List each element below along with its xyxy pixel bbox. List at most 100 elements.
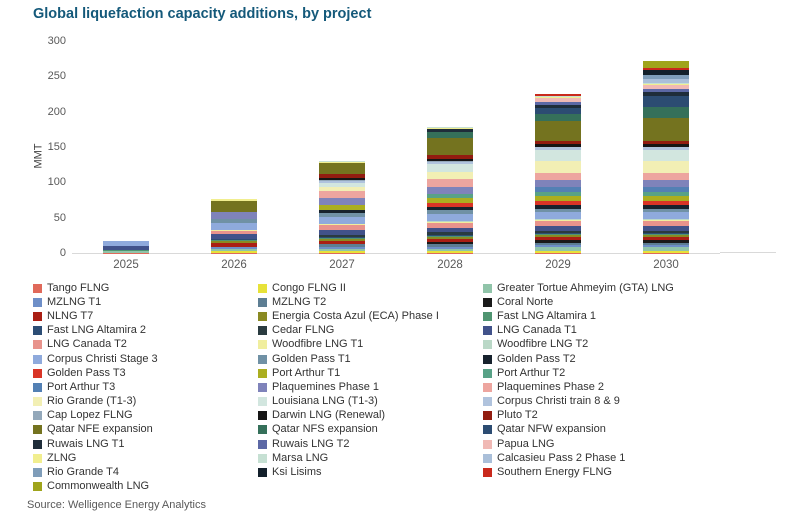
legend-label: Ksi Lisims bbox=[272, 466, 322, 479]
legend-item: Coral Norte bbox=[483, 296, 785, 309]
bar-segment bbox=[427, 250, 473, 253]
bar-segment bbox=[427, 222, 473, 228]
legend-item: Energia Costa Azul (ECA) Phase I bbox=[258, 310, 483, 323]
legend-swatch-icon bbox=[483, 368, 492, 378]
bar-column-2025 bbox=[72, 41, 180, 253]
bar-segment bbox=[427, 221, 473, 222]
bar-segment bbox=[535, 232, 581, 234]
x-axis-label: 2030 bbox=[653, 259, 679, 271]
legend-label: Cap Lopez FLNG bbox=[47, 409, 133, 422]
bar-segment bbox=[535, 161, 581, 173]
bar-segment bbox=[643, 187, 689, 192]
bar-segment bbox=[427, 179, 473, 187]
legend-swatch-icon bbox=[258, 397, 267, 407]
bar-segment bbox=[103, 241, 149, 247]
bar-segment bbox=[427, 246, 473, 250]
bar-segment bbox=[211, 223, 257, 231]
legend-swatch-icon bbox=[258, 311, 267, 321]
legend-label: LNG Canada T1 bbox=[497, 324, 577, 337]
bar-segment bbox=[427, 244, 473, 247]
legend-label: Woodfibre LNG T1 bbox=[272, 338, 364, 351]
bar-segment bbox=[535, 196, 581, 202]
legend-label: Calcasieu Pass 2 Phase 1 bbox=[497, 451, 626, 464]
bar-segment bbox=[535, 101, 581, 105]
bar-segment bbox=[643, 204, 689, 209]
bar-segment bbox=[535, 97, 581, 102]
bar-segment bbox=[643, 69, 689, 76]
legend-item: Woodfibre LNG T2 bbox=[483, 338, 785, 351]
legend-label: Ruwais LNG T1 bbox=[47, 437, 125, 450]
bar-segment bbox=[427, 138, 473, 155]
page-title: Global liquefaction capacity additions, … bbox=[33, 6, 372, 22]
legend-label: Qatar NFS expansion bbox=[272, 423, 378, 436]
legend-label: Southern Energy FLNG bbox=[497, 466, 612, 479]
legend-swatch-icon bbox=[33, 453, 42, 463]
legend-item: Qatar NFE expansion bbox=[33, 423, 258, 436]
bar-segment bbox=[319, 190, 365, 199]
legend-swatch-icon bbox=[33, 297, 42, 307]
bar-segment bbox=[319, 249, 365, 251]
legend-item: ZLNG bbox=[33, 452, 258, 465]
legend-swatch-icon bbox=[258, 468, 267, 478]
y-tick-label: 250 bbox=[47, 70, 66, 83]
bar-segment bbox=[535, 240, 581, 243]
bar-segment bbox=[643, 84, 689, 89]
bar-segment bbox=[211, 243, 257, 247]
bar-segment bbox=[535, 220, 581, 226]
bar-segment bbox=[211, 230, 257, 235]
x-axis-label: 2029 bbox=[545, 259, 571, 271]
bar-segment bbox=[535, 187, 581, 192]
legend-swatch-icon bbox=[33, 439, 42, 449]
bar-segment bbox=[643, 149, 689, 162]
legend-item: Golden Pass T3 bbox=[33, 367, 258, 380]
legend-swatch-icon bbox=[483, 283, 492, 293]
y-tick-label: 100 bbox=[47, 176, 66, 189]
bar-segment bbox=[643, 196, 689, 202]
bar-segment bbox=[643, 75, 689, 80]
bar-segment bbox=[643, 219, 689, 221]
legend-label: Tango FLNG bbox=[47, 281, 110, 294]
legend-item: MZLNG T1 bbox=[33, 296, 258, 309]
bar-segment bbox=[211, 241, 257, 244]
legend-label: Fast LNG Altamira 1 bbox=[497, 309, 597, 322]
bar-segment bbox=[427, 161, 473, 164]
bar-segment bbox=[535, 212, 581, 220]
legend-item: Corpus Christi train 8 & 9 bbox=[483, 395, 785, 408]
legend-swatch-icon bbox=[33, 425, 42, 435]
legend-label: Plaquemines Phase 2 bbox=[497, 380, 605, 393]
legend-label: MZLNG T1 bbox=[47, 295, 102, 308]
bar-segment bbox=[535, 146, 581, 148]
stacked-bar-2030 bbox=[643, 61, 689, 253]
legend-swatch-icon bbox=[483, 354, 492, 364]
bar-segment bbox=[319, 180, 365, 181]
bar-segment bbox=[319, 187, 365, 191]
legend-item: Port Arthur T2 bbox=[483, 367, 785, 380]
legend-item: Plaquemines Phase 1 bbox=[258, 381, 483, 394]
y-tick-label: 50 bbox=[53, 211, 66, 224]
bar-segment bbox=[319, 174, 365, 178]
bar-segment bbox=[535, 230, 581, 233]
plot-area bbox=[72, 41, 720, 254]
bar-segment bbox=[643, 208, 689, 213]
legend-item: Marsa LNG bbox=[258, 452, 483, 465]
legend-label: Golden Pass T1 bbox=[272, 352, 351, 365]
legend-label: Qatar NFE expansion bbox=[47, 423, 153, 436]
legend-swatch-icon bbox=[33, 283, 42, 293]
bar-segment bbox=[535, 95, 581, 97]
legend-label: Qatar NFW expansion bbox=[497, 423, 606, 436]
legend-item: Southern Energy FLNG bbox=[483, 466, 785, 479]
bar-segment bbox=[427, 236, 473, 239]
legend-label: Papua LNG bbox=[497, 437, 555, 450]
legend-item: Cedar FLNG bbox=[258, 324, 483, 337]
legend-swatch-icon bbox=[33, 340, 42, 350]
bar-segment bbox=[427, 202, 473, 207]
bar-segment bbox=[319, 224, 365, 225]
legend-label: Energia Costa Azul (ECA) Phase I bbox=[272, 309, 439, 322]
legend-label: ZLNG bbox=[47, 451, 77, 464]
bar-segment bbox=[211, 199, 257, 201]
bar-segment bbox=[535, 220, 581, 221]
legend-item: Calcasieu Pass 2 Phase 1 bbox=[483, 452, 785, 465]
bar-segment bbox=[535, 113, 581, 121]
legend-label: Port Arthur T1 bbox=[272, 366, 341, 379]
bar-segment bbox=[535, 96, 581, 98]
